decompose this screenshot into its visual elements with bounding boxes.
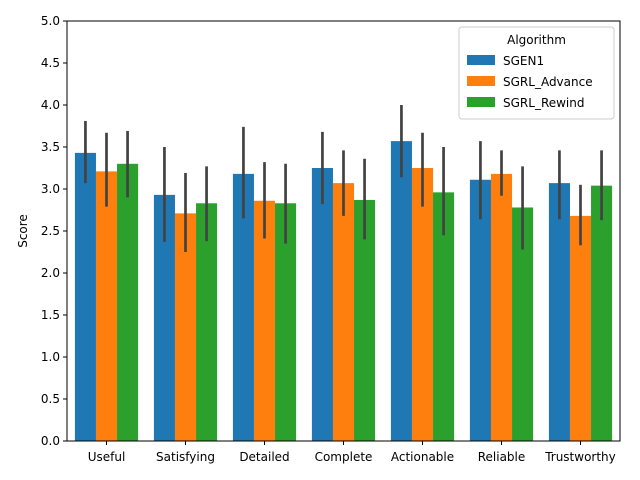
bar-sgrl_rewind-useful — [117, 163, 139, 442]
bar-sgrl_rewind-trustworthy — [591, 185, 613, 441]
y-tick-label: 2.5 — [41, 224, 60, 238]
legend-swatch-sgrl_rewind — [467, 97, 495, 107]
y-tick-label: 0.0 — [41, 434, 60, 448]
legend-swatch-sgrl_advance — [467, 76, 495, 86]
y-axis-label: Score — [16, 214, 30, 248]
bar-sgrl_advance-actionable — [411, 168, 434, 441]
y-tick-label: 5.0 — [41, 14, 60, 28]
y-tick-label: 2.0 — [41, 266, 60, 280]
x-tick-label: Satisfying — [156, 450, 215, 464]
y-tick-label: 1.0 — [41, 350, 60, 364]
bar-sgrl_advance-trustworthy — [569, 215, 592, 441]
bar-sgen1-useful — [74, 152, 96, 441]
bar-sgrl_advance-useful — [95, 171, 118, 442]
bar-sgrl_advance-detailed — [253, 200, 276, 441]
bar-sgen1-satisfying — [153, 194, 175, 441]
bar-sgrl_advance-reliable — [490, 173, 513, 441]
bar-sgrl_rewind-detailed — [275, 203, 297, 441]
bar-sgrl_rewind-satisfying — [196, 203, 218, 441]
x-tick-label: Detailed — [239, 450, 289, 464]
bar-sgrl_rewind-actionable — [433, 192, 455, 441]
legend-label-sgen1: SGEN1 — [503, 54, 544, 68]
bars-layer — [74, 141, 613, 442]
y-tick-label: 1.5 — [41, 308, 60, 322]
bar-sgen1-reliable — [469, 179, 491, 441]
bar-sgen1-actionable — [390, 141, 412, 441]
bar-sgen1-complete — [311, 168, 333, 441]
bar-sgen1-detailed — [232, 173, 254, 441]
legend-label-sgrl_rewind: SGRL_Rewind — [503, 96, 585, 110]
y-tick-label: 3.5 — [41, 140, 60, 154]
legend-swatch-sgen1 — [467, 55, 495, 65]
x-tick-label: Complete — [315, 450, 373, 464]
legend-label-sgrl_advance: SGRL_Advance — [503, 75, 593, 89]
y-tick-label: 4.5 — [41, 56, 60, 70]
y-tick-label: 4.0 — [41, 98, 60, 112]
x-tick-label: Trustworthy — [544, 450, 616, 464]
legend-box — [458, 26, 615, 120]
legend: Algorithm SGEN1 SGRL_Advance SGRL_Rewind — [458, 26, 615, 120]
bar-sgrl_rewind-reliable — [512, 207, 534, 441]
bar-sgrl_advance-satisfying — [174, 213, 197, 441]
legend-title: Algorithm — [507, 33, 566, 47]
x-tick-label: Reliable — [478, 450, 526, 464]
y-tick-label: 0.5 — [41, 392, 60, 406]
x-tick-label: Useful — [88, 450, 126, 464]
bar-sgen1-trustworthy — [548, 183, 570, 441]
y-tick-label: 3.0 — [41, 182, 60, 196]
bar-sgrl_advance-complete — [332, 183, 355, 441]
bar-sgrl_rewind-complete — [354, 199, 376, 441]
x-tick-label: Actionable — [391, 450, 454, 464]
error-bars-layer — [84, 105, 603, 252]
axes-layer: 0.0 0.5 1.0 1.5 2.0 2.5 3.0 3.5 4.0 4.5 5.0 Useful S… — [16, 14, 621, 464]
